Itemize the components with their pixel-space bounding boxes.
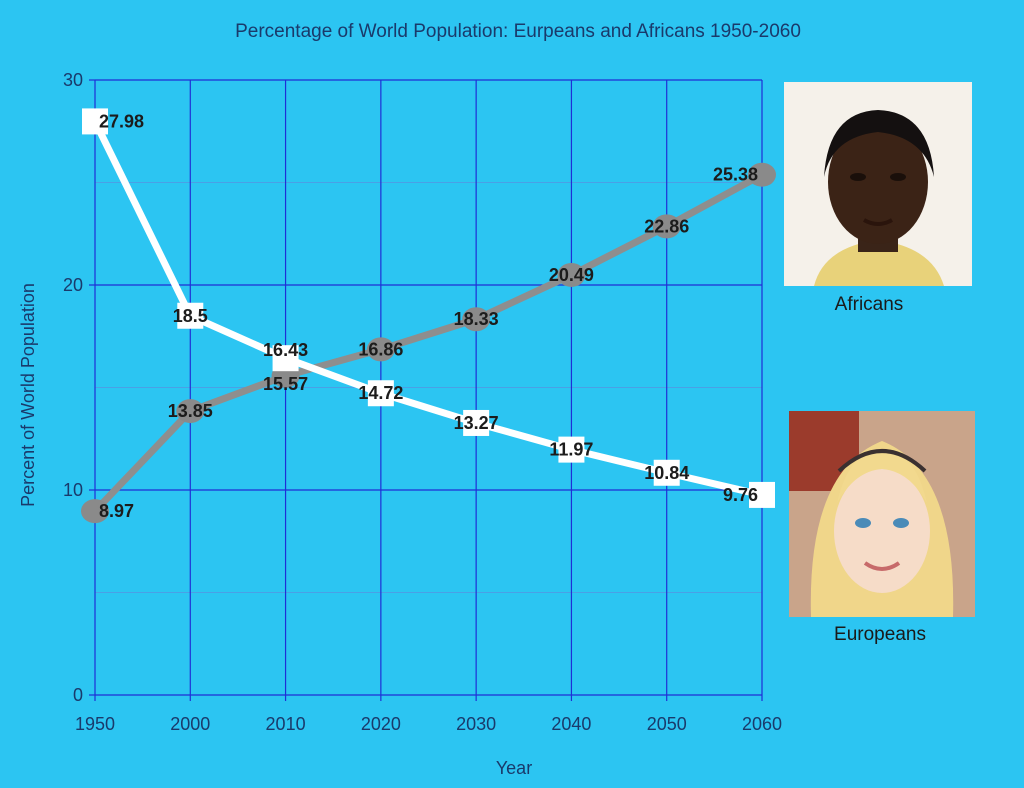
x-axis-title: Year xyxy=(496,758,532,778)
europeans-point-marker xyxy=(272,345,299,372)
africans-data-label: 25.38 xyxy=(713,165,758,185)
portrait-photo-icon xyxy=(784,82,972,286)
y-tick-label: 30 xyxy=(63,70,83,90)
africans-data-label: 15.57 xyxy=(263,374,308,394)
plot-grid xyxy=(94,79,763,696)
africans-point-marker xyxy=(557,262,586,287)
africans-data-label: 16.86 xyxy=(358,339,403,359)
europeans-point-marker xyxy=(653,459,680,486)
x-tick-label: 2020 xyxy=(361,714,401,734)
x-tick-label: 2010 xyxy=(266,714,306,734)
europeans-data-label: 10.84 xyxy=(644,463,689,483)
europeans-portrait-image xyxy=(789,411,975,617)
europeans-series-line xyxy=(91,117,766,499)
x-tick-label: 1950 xyxy=(75,714,115,734)
africans-point-marker xyxy=(652,214,681,239)
europeans-data-label: 16.43 xyxy=(263,340,308,360)
portrait-photo-icon xyxy=(789,411,975,617)
europeans-data-label: 9.76 xyxy=(723,485,758,505)
africans-series-line xyxy=(91,171,766,515)
x-tick-label: 2000 xyxy=(170,714,210,734)
x-tick-label: 2040 xyxy=(551,714,591,734)
chart-title: Percentage of World Population: Eurpeans… xyxy=(235,21,801,42)
y-tick-label: 0 xyxy=(73,685,83,705)
europeans-point-marker xyxy=(82,108,108,135)
x-tick-label: 2050 xyxy=(647,714,687,734)
europeans-point-marker xyxy=(367,380,394,407)
europeans-data-label: 18.5 xyxy=(173,306,208,326)
europeans-caption: Europeans xyxy=(834,624,926,645)
y-tick-label: 20 xyxy=(63,275,83,295)
africans-caption: Africans xyxy=(834,294,904,315)
europeans-data-label: 27.98 xyxy=(99,111,144,131)
europeans-point-marker xyxy=(749,481,775,508)
europeans-data-label: 14.72 xyxy=(358,383,403,403)
africans-data-label: 20.49 xyxy=(549,265,594,285)
x-tick-label: 2060 xyxy=(742,714,782,734)
africans-data-label: 13.85 xyxy=(168,401,213,421)
europeans-point-marker xyxy=(177,302,204,329)
europeans-point-marker xyxy=(463,409,490,436)
africans-portrait-image xyxy=(784,82,972,286)
y-tick-label: 10 xyxy=(63,480,83,500)
europeans-data-label: 13.27 xyxy=(454,413,499,433)
africans-point-marker xyxy=(176,399,205,424)
y-axis-title: Percent of World Population xyxy=(18,283,38,507)
africans-point-marker xyxy=(462,307,491,332)
europeans-point-marker xyxy=(558,436,585,463)
africans-data-label: 22.86 xyxy=(644,216,689,236)
series-lines xyxy=(81,108,776,524)
africans-point-marker xyxy=(81,499,109,524)
data-labels: 27.98 18.5 16.43 14.72 13.27 11.97 10.84 9.76 8.… xyxy=(99,111,758,521)
europeans-data-label: 11.97 xyxy=(549,440,593,460)
x-tick-label: 2030 xyxy=(456,714,496,734)
africans-data-label: 8.97 xyxy=(99,501,134,521)
africans-point-marker xyxy=(748,162,776,187)
africans-data-label: 18.33 xyxy=(454,309,499,329)
africans-point-marker xyxy=(366,337,395,362)
